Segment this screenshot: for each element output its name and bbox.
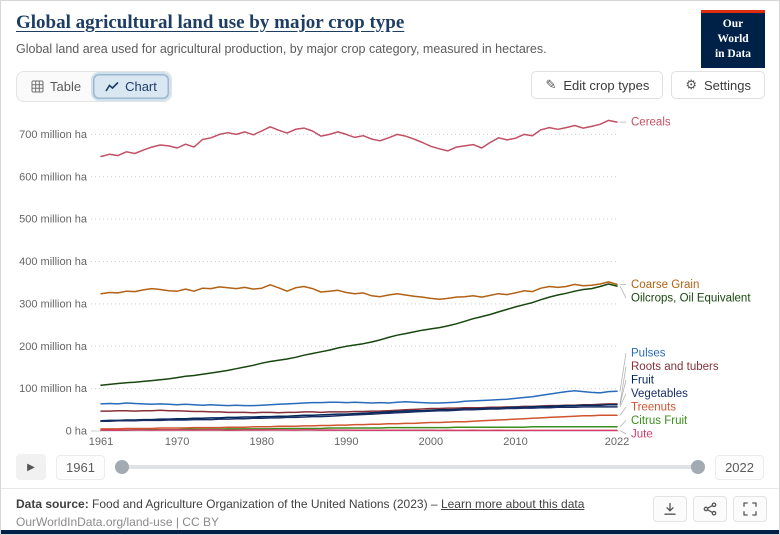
tab-chart[interactable]: Chart (93, 74, 169, 99)
tab-table-label: Table (50, 79, 82, 94)
label-connector-fruit (619, 379, 627, 405)
series-label-roots-and-tubers[interactable]: Roots and tubers (631, 361, 719, 373)
timeline-handle-start[interactable] (114, 460, 129, 474)
series-line-pulses[interactable] (100, 390, 618, 407)
x-axis-label-1990: 1990 (334, 436, 358, 448)
series-label-fruit[interactable]: Fruit (631, 375, 655, 387)
y-axis-label-500: 500 million ha (19, 214, 88, 226)
series-label-jute[interactable]: Jute (631, 429, 653, 441)
view-tabs: Table Chart (16, 71, 172, 102)
series-label-treenuts[interactable]: Treenuts (631, 402, 676, 414)
download-icon (664, 502, 676, 515)
label-connector-vegetables (619, 393, 627, 408)
timeline-slider[interactable] (114, 460, 706, 474)
series-label-oilcrops-oil-equivalent[interactable]: Oilcrops, Oil Equivalent (631, 292, 751, 304)
series-line-vegetables[interactable] (100, 406, 618, 423)
timeline-end-year[interactable]: 2022 (715, 454, 764, 480)
data-source-text: Food and Agriculture Organization of the… (92, 497, 428, 511)
table-icon (31, 80, 44, 93)
edit-crop-types-label: Edit crop types (563, 77, 650, 93)
timeline-track[interactable] (114, 465, 706, 469)
y-axis-label-0: 0 ha (66, 426, 88, 438)
series-line-jute[interactable] (100, 429, 618, 432)
label-connector-treenuts (619, 406, 627, 416)
fullscreen-icon (743, 502, 757, 516)
chart-subtitle: Global land area used for agricultural p… (16, 42, 547, 56)
settings-button[interactable]: ⚙ Settings (671, 71, 765, 99)
timeline-control: ▶ 1961 2022 (16, 453, 764, 481)
series-label-cereals[interactable]: Cereals (631, 117, 671, 129)
owid-logo[interactable]: Our World in Data (701, 10, 765, 68)
y-axis-label-400: 400 million ha (19, 256, 88, 268)
edit-crop-types-button[interactable]: ✎ Edit crop types (531, 71, 664, 99)
series-label-vegetables[interactable]: Vegetables (631, 388, 688, 400)
x-axis-label-2000: 2000 (419, 436, 443, 448)
brand-bottom-bar (1, 530, 779, 534)
x-axis-label-2022: 2022 (605, 436, 629, 448)
source-separator: – (430, 497, 438, 511)
x-axis-label-1970: 1970 (165, 436, 189, 448)
series-line-oilcrops-oil-equivalent[interactable] (100, 283, 618, 386)
series-label-citrus-fruit[interactable]: Citrus Fruit (631, 415, 688, 427)
play-button[interactable]: ▶ (16, 454, 46, 480)
toolbar-actions: ✎ Edit crop types ⚙ Settings (531, 71, 765, 99)
data-source-line: Data source: Food and Agriculture Organi… (16, 497, 764, 511)
owid-logo-line1: Our World (717, 18, 749, 45)
label-connector-oilcrops-oil-equivalent (619, 285, 627, 299)
share-button[interactable] (693, 496, 727, 522)
gear-icon: ⚙ (685, 77, 698, 92)
label-connector-jute (619, 430, 627, 435)
label-connector-pulses (619, 352, 627, 392)
tab-table[interactable]: Table (19, 74, 93, 99)
timeline-start-year[interactable]: 1961 (56, 454, 105, 480)
series-line-cereals[interactable] (100, 119, 618, 158)
series-line-treenuts[interactable] (100, 414, 618, 430)
settings-label: Settings (704, 77, 751, 93)
learn-more-link[interactable]: Learn more about this data (440, 497, 585, 511)
data-source-label: Data source: (16, 497, 89, 511)
share-icon (703, 502, 717, 516)
y-axis-label-600: 600 million ha (19, 171, 88, 183)
y-axis-label-700: 700 million ha (19, 129, 88, 141)
y-axis-label-300: 300 million ha (19, 298, 88, 310)
series-label-coarse-grain[interactable]: Coarse Grain (631, 279, 699, 291)
timeline-handle-end[interactable] (691, 460, 706, 474)
label-connector-roots-and-tubers (619, 366, 627, 404)
y-axis-label-100: 100 million ha (19, 383, 88, 395)
fullscreen-button[interactable] (733, 496, 767, 522)
chart-title[interactable]: Global agricultural land use by major cr… (16, 12, 405, 33)
tab-chart-label: Chart (125, 79, 157, 94)
series-line-coarse-grain[interactable] (100, 281, 618, 300)
label-connector-citrus-fruit (619, 420, 627, 428)
y-axis-label-200: 200 million ha (19, 341, 88, 353)
chart-footer: Data source: Food and Agriculture Organi… (1, 488, 779, 530)
x-axis-label-2010: 2010 (503, 436, 527, 448)
line-chart[interactable]: 0 ha 100 million ha 200 million ha 300 mill… (1, 101, 780, 453)
series-label-pulses[interactable]: Pulses (631, 348, 666, 360)
footer-action-icons (653, 496, 767, 522)
x-axis-label-1961: 1961 (89, 436, 113, 448)
play-icon: ▶ (27, 461, 35, 473)
pencil-icon: ✎ (545, 77, 557, 92)
owid-logo-line2: in Data (714, 47, 752, 60)
line-chart-icon (105, 81, 119, 91)
series-line-fruit[interactable] (100, 403, 618, 422)
x-axis-label-1980: 1980 (249, 436, 273, 448)
citation-line: OurWorldInData.org/land-use | CC BY (16, 515, 219, 529)
download-button[interactable] (653, 496, 687, 522)
